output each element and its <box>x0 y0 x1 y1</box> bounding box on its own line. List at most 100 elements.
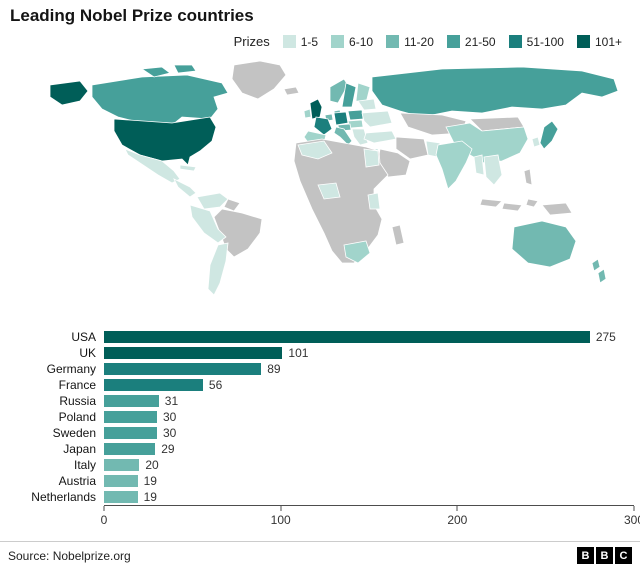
map-region-south-africa <box>343 240 371 264</box>
bar-category-label: Austria <box>58 473 96 488</box>
bar-track: 275 <box>104 329 634 344</box>
bar-track: 19 <box>104 489 634 504</box>
bar <box>104 410 157 423</box>
map-region-turkey <box>363 130 397 144</box>
bar-row: Italy 20 <box>8 457 634 472</box>
map-region-west-africa <box>317 182 341 200</box>
bar-value: 29 <box>161 441 175 456</box>
bar-category-label: Sweden <box>52 425 96 440</box>
map-region-east-africa <box>367 192 381 210</box>
bar <box>104 458 140 471</box>
map-region-canada-arctic <box>140 66 171 78</box>
map-region-peru-bolivia <box>189 204 227 244</box>
map-region-cuba <box>179 164 197 172</box>
x-axis: 0 100 200 300 <box>100 505 640 532</box>
map-region-chile-argentina <box>207 242 229 296</box>
bar-row: Russia 31 <box>8 393 634 408</box>
map-region-canada-arctic <box>173 64 197 74</box>
footer-divider <box>0 541 640 542</box>
bar-track: 89 <box>104 361 634 376</box>
bar-chart-rows: USA 275 UK 101 Germany 89 France 56 Russia 31 Pola… <box>8 329 634 504</box>
map-region-poland <box>347 109 364 121</box>
map-region-egypt <box>363 148 380 168</box>
map-region-ukraine-romania <box>361 110 393 128</box>
world-map <box>49 60 619 296</box>
bar <box>104 474 138 487</box>
map-region-south-korea <box>531 136 541 148</box>
bar-row: USA 275 <box>8 329 634 344</box>
map-region-colombia-venezuela <box>196 192 229 210</box>
bar-track: 29 <box>104 441 634 456</box>
map-region-baltics-belarus <box>357 98 377 111</box>
bar <box>104 442 156 455</box>
x-axis-tick-label: 100 <box>270 513 291 527</box>
bar-track: 101 <box>104 346 634 360</box>
legend-swatch <box>576 35 590 48</box>
bar-row: UK 101 <box>8 345 634 360</box>
map-region-greenland <box>231 60 287 100</box>
map-region-myanmar <box>473 154 485 176</box>
map-region-philippines <box>523 168 533 186</box>
bar-track: 31 <box>104 394 634 408</box>
legend-bucket-label: 6-10 <box>349 34 374 49</box>
map-region-central-america <box>173 178 197 198</box>
map-region-new-zealand <box>591 258 601 272</box>
bar-value: 30 <box>163 425 177 440</box>
legend-bucket-label: 1-5 <box>300 34 319 49</box>
legend-bucket-label: 11-20 <box>404 34 434 49</box>
bar-category-label: Italy <box>73 457 96 472</box>
bar-category-label: Russia <box>59 393 96 408</box>
legend-bucket-label: 21-50 <box>464 34 496 49</box>
map-region-india <box>435 140 473 190</box>
bar-row: France 56 <box>8 377 634 392</box>
map-region-new-guinea <box>541 202 573 216</box>
map-region-balkans-greece <box>351 128 369 146</box>
bar-value: 20 <box>145 457 159 472</box>
x-axis-tick-label: 300 <box>623 513 640 527</box>
bar-category-label: Netherlands <box>31 489 96 504</box>
bar-value: 275 <box>595 329 616 344</box>
map-region-thailand-vietnam <box>483 154 503 186</box>
bar-category-label: Germany <box>46 361 96 376</box>
bar-value: 19 <box>143 489 157 504</box>
map-region-indonesia <box>479 198 503 208</box>
bar-value: 89 <box>267 361 281 376</box>
bar <box>104 362 262 375</box>
bar-value: 19 <box>143 473 157 488</box>
legend-swatch <box>331 35 345 48</box>
map-region-norway <box>329 78 349 104</box>
bbc-logo-block: B <box>577 547 594 564</box>
bar-track: 20 <box>104 457 634 472</box>
bar-row: Austria 19 <box>8 473 634 488</box>
legend-swatch <box>446 35 460 48</box>
map-region-madagascar <box>391 224 405 246</box>
bar-row: Poland 30 <box>8 409 634 424</box>
bar-track: 30 <box>104 425 634 440</box>
bar-track: 19 <box>104 473 634 488</box>
x-axis-tick-label: 0 <box>100 513 108 527</box>
world-map-container <box>22 57 622 309</box>
bar <box>104 394 159 407</box>
bar-row: Japan 29 <box>8 441 634 456</box>
legend-items: 1-5 6-10 11-20 21-50 51-100 101+ <box>282 34 622 49</box>
map-region-russia <box>371 66 619 118</box>
legend-item: 11-20 <box>386 35 434 49</box>
bar-chart: USA 275 UK 101 Germany 89 France 56 Russia 31 Pola… <box>8 329 640 532</box>
map-region-sweden <box>341 82 357 108</box>
bar-row: Germany 89 <box>8 361 634 376</box>
map-region-france <box>313 116 333 136</box>
map-region-ireland <box>303 108 312 119</box>
source-text: Source: Nobelprize.org <box>8 549 131 563</box>
legend-item: 21-50 <box>446 34 496 49</box>
bar-category-label: UK <box>79 345 96 360</box>
bar-category-label: Poland <box>58 409 96 424</box>
legend-title: Prizes <box>233 34 270 49</box>
map-region-morocco-algeria <box>297 140 333 160</box>
map-region-new-zealand <box>597 268 607 284</box>
map-region-iran <box>395 136 429 160</box>
x-axis-tick <box>280 506 282 511</box>
map-region-japan <box>539 120 559 150</box>
map-region-germany <box>333 111 349 126</box>
legend-bucket-label: 101+ <box>594 34 622 49</box>
bar-category-label: Japan <box>63 441 96 456</box>
